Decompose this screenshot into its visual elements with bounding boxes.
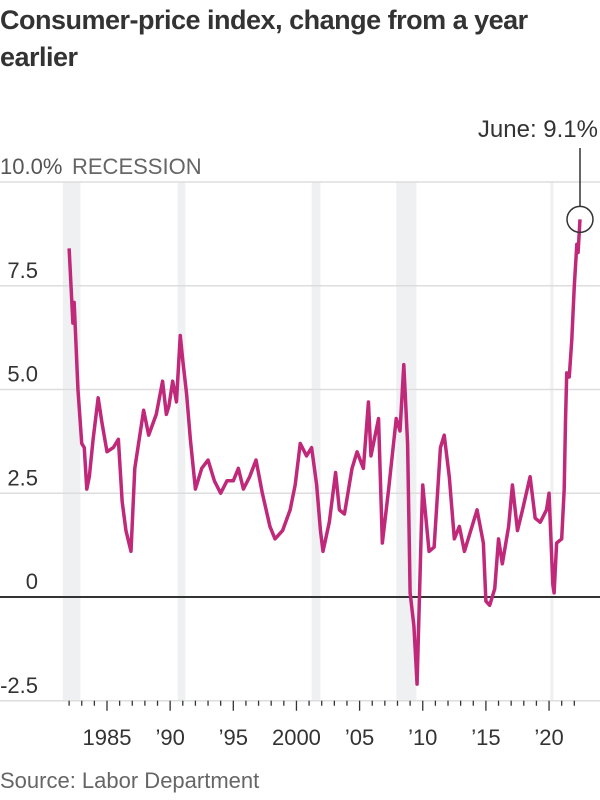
chart-title: Consumer-price index, change from a year… [0,5,528,72]
x-tick-label: 2000 [272,725,321,750]
recession-band [311,182,321,701]
x-tick-label: ’95 [219,725,248,750]
x-tick-label: ’10 [408,725,437,750]
y-tick-label: -2.5 [0,673,38,698]
x-tick-label: ’20 [534,725,563,750]
x-tick-label: ’90 [155,725,184,750]
x-tick-label: ’15 [471,725,500,750]
y-tick-label: 10.0% [0,154,62,179]
annotation-label: June: 9.1% [478,116,598,143]
y-tick-label: 7.5 [7,258,38,283]
source-note: Source: Labor Department [0,768,260,793]
y-tick-label: 0 [26,569,38,594]
x-tick-label: ’05 [345,725,374,750]
x-tick-label: 1985 [83,725,132,750]
recession-band [62,182,81,701]
recession-legend-label: RECESSION [72,154,202,179]
recession-band [550,182,554,701]
cpi-line [67,219,582,686]
y-tick-label: 2.5 [7,465,38,490]
y-tick-label: 5.0 [7,362,38,387]
recession-band [177,182,186,701]
